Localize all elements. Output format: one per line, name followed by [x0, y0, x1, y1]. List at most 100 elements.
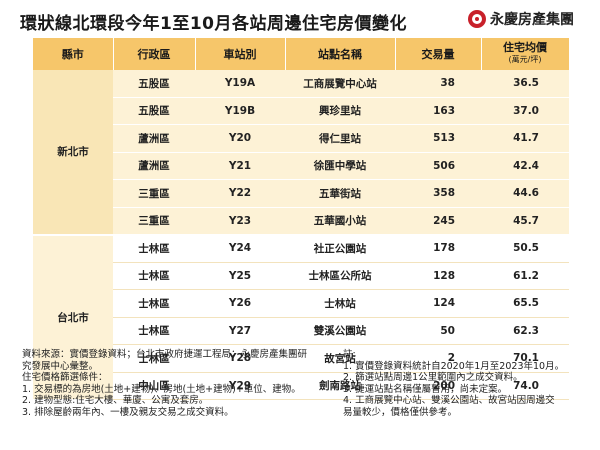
district-cell: 中山區 [113, 372, 195, 400]
table-row: 三重區 Y23 五華國小站 245 45.7 [33, 207, 569, 235]
header-station: 站點名稱 [285, 38, 396, 70]
footnote-line: 3. 捷運站點名稱僅屬暫用，尚未定案。 [343, 383, 508, 395]
table-row: 士林區 Y25 士林區公所站 128 61.2 [33, 262, 569, 290]
footnote-line: 1. 實價登錄資料統計自2020年1月至2023年10月。 [343, 360, 565, 372]
volume-cell: 2 [395, 344, 481, 373]
table-row: 新北市 五股區 Y19A 工商展覽中心站 38 36.5 [33, 70, 569, 236]
station-name-cell: 雙溪公園站 [285, 317, 395, 345]
district-cell: 五股區 [113, 70, 195, 98]
table-row: 台北市 士林區 Y24 社正公園站 178 50.5 [33, 234, 569, 400]
station-name-cell: 工商展覽中心站 [285, 70, 395, 98]
price-cell: 61.2 [481, 262, 569, 290]
station-name-cell: 得仁里站 [285, 124, 395, 153]
footnotes: 註: 1. 實價登錄資料統計自2020年1月至2023年10月。 2. 篩選站點周邊… [343, 349, 583, 419]
header-price: 住宅均價 (萬元/坪) [481, 38, 570, 70]
station-name-cell: 社正公園站 [285, 234, 395, 263]
table-row: 士林區 Y28 故宮站 2 70.1 [33, 344, 569, 373]
station-code-cell: Y21 [195, 152, 285, 180]
table-row: 士林區 Y26 士林站 124 65.5 [33, 289, 569, 318]
price-cell: 45.7 [481, 207, 569, 235]
table-row: 蘆洲區 Y21 徐匯中學站 506 42.4 [33, 152, 569, 180]
volume-cell: 358 [395, 179, 481, 208]
station-name-cell: 劍南路站 [285, 372, 395, 400]
brand-name: 永慶房產集團 [490, 12, 574, 28]
table-row: 中山區 Y29 劍南路站 200 74.0 [33, 372, 569, 400]
district-cell: 三重區 [113, 179, 195, 208]
source-note-line: 住宅價格篩選條件： [22, 372, 108, 384]
station-code-cell: Y23 [195, 207, 285, 235]
volume-cell: 38 [395, 70, 481, 98]
yungching-logo-icon [468, 10, 486, 28]
station-code-cell: Y19A [195, 70, 285, 98]
district-cell: 士林區 [113, 234, 195, 263]
header-code: 車站別 [195, 38, 286, 70]
price-cell: 74.0 [481, 372, 569, 400]
station-code-cell: Y20 [195, 124, 285, 153]
source-notes: 資料來源：實價登錄資料；台北市政府捷運工程局；永慶房產集團研 究發展中心彙整。 住宅… [22, 349, 322, 419]
header-county: 縣市 [33, 38, 114, 70]
table-body: 新北市 五股區 Y19A 工商展覽中心站 38 36.5 五股區 Y19B 興珍里站 163 37.… [33, 70, 569, 400]
station-code-cell: Y27 [195, 317, 285, 345]
price-cell: 50.5 [481, 234, 569, 263]
footnote-line: 2. 篩選站點周邊1公里範圍內之成交資料。 [343, 372, 523, 384]
district-cell: 士林區 [113, 317, 195, 345]
table-row: 士林區 Y27 雙溪公園站 50 62.3 [33, 317, 569, 345]
source-note-line: 1. 交易標的為房地(土地+建物)、房地(土地+建物)+車位、建物。 [22, 383, 301, 395]
station-name-cell: 故宮站 [285, 344, 395, 373]
station-name-cell: 五華國小站 [285, 207, 395, 235]
volume-cell: 124 [395, 289, 481, 318]
county-cell: 台北市 [33, 234, 113, 400]
volume-cell: 245 [395, 207, 481, 235]
footnote-line: 註: [343, 349, 356, 360]
volume-cell: 513 [395, 124, 481, 153]
district-cell: 士林區 [113, 344, 195, 373]
district-cell: 五股區 [113, 97, 195, 125]
station-code-cell: Y26 [195, 289, 285, 318]
station-code-cell: Y28 [195, 344, 285, 373]
footnote-line: 4. 工商展覽中心站、雙溪公園站、故宮站因周邊交 [343, 395, 555, 407]
station-name-cell: 士林區公所站 [285, 262, 395, 290]
volume-cell: 200 [395, 372, 481, 400]
station-code-cell: Y19B [195, 97, 285, 125]
table-row: 蘆洲區 Y20 得仁里站 513 41.7 [33, 124, 569, 153]
district-cell: 士林區 [113, 289, 195, 318]
price-cell: 62.3 [481, 317, 569, 345]
header-price-unit: (萬元/坪) [508, 55, 542, 64]
price-cell: 65.5 [481, 289, 569, 318]
district-cell: 三重區 [113, 207, 195, 235]
source-note-line: 2. 建物型態:住宅大樓、華廈、公寓及套房。 [22, 395, 209, 407]
district-cell: 蘆洲區 [113, 124, 195, 153]
district-cell: 蘆洲區 [113, 152, 195, 180]
price-cell: 70.1 [481, 344, 569, 373]
source-note-line: 究發展中心彙整。 [22, 360, 99, 372]
source-note-line: 3. 排除屋齡兩年內、一樓及親友交易之成交資料。 [22, 406, 234, 418]
price-cell: 37.0 [481, 97, 569, 125]
header-district: 行政區 [113, 38, 196, 70]
station-code-cell: Y25 [195, 262, 285, 290]
station-code-cell: Y24 [195, 234, 285, 263]
district-cell: 士林區 [113, 262, 195, 290]
volume-cell: 128 [395, 262, 481, 290]
price-cell: 36.5 [481, 70, 569, 98]
price-cell: 41.7 [481, 124, 569, 153]
table-row: 五股區 Y19B 興珍里站 163 37.0 [33, 97, 569, 125]
county-cell: 新北市 [33, 70, 113, 236]
price-cell: 44.6 [481, 179, 569, 208]
volume-cell: 178 [395, 234, 481, 263]
price-table: 縣市 行政區 車站別 站點名稱 交易量 住宅均價 (萬元/坪) 新北市 五股區 Y1… [33, 38, 570, 400]
station-name-cell: 徐匯中學站 [285, 152, 395, 180]
price-cell: 42.4 [481, 152, 569, 180]
station-name-cell: 五華街站 [285, 179, 395, 208]
header-price-label: 住宅均價 [503, 41, 547, 54]
page-title: 環狀線北環段今年1至10月各站周邊住宅房價變化 [20, 14, 407, 34]
volume-cell: 50 [395, 317, 481, 345]
source-note-line: 資料來源：實價登錄資料；台北市政府捷運工程局；永慶房產集團研 [22, 349, 308, 360]
brand-logo: 永慶房產集團 [468, 9, 574, 29]
station-name-cell: 興珍里站 [285, 97, 395, 125]
footnote-line: 易量較少，價格僅供參考。 [343, 406, 458, 418]
volume-cell: 163 [395, 97, 481, 125]
header-volume: 交易量 [395, 38, 482, 70]
station-code-cell: Y22 [195, 179, 285, 208]
table-row: 三重區 Y22 五華街站 358 44.6 [33, 179, 569, 208]
volume-cell: 506 [395, 152, 481, 180]
